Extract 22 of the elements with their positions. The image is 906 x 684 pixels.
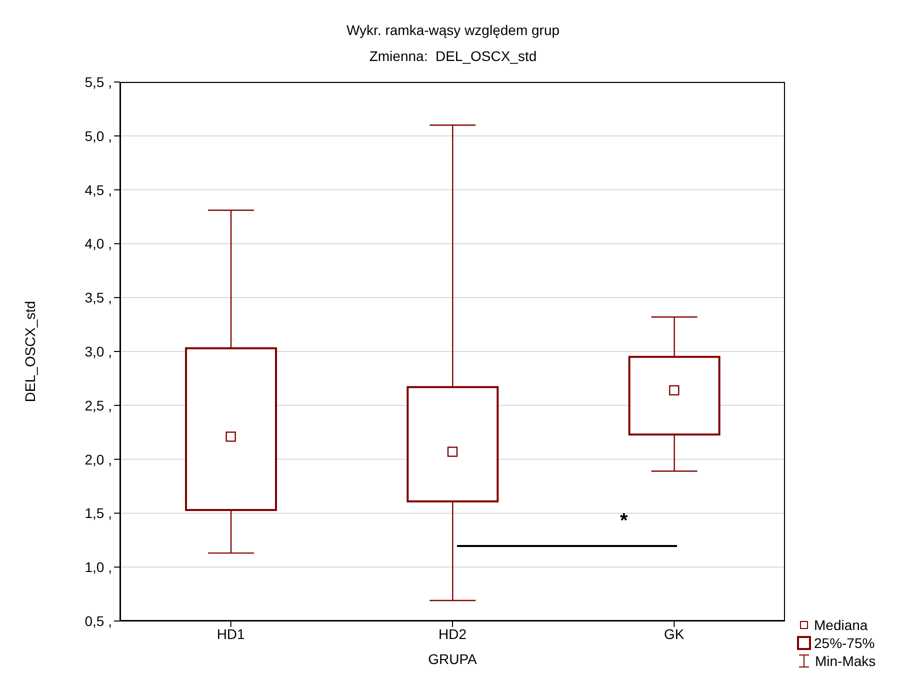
annotation: * xyxy=(620,510,628,533)
y-tick-label: 5,0 , xyxy=(84,128,112,144)
chart-subtitle: Zmienna: DEL_OSCX_std xyxy=(368,48,538,64)
x-axis-title: GRUPA xyxy=(428,651,478,667)
y-tick-label: 1,0 , xyxy=(84,559,112,576)
text: Mediana xyxy=(813,616,869,634)
y-tick-label: 3,0 , xyxy=(84,343,112,360)
y-tick-label: 1,5 , xyxy=(84,505,112,522)
text: 25%-75% xyxy=(813,634,876,652)
y-tick-label: 2,5 , xyxy=(84,397,112,414)
x-tick-label: GK xyxy=(664,626,685,642)
y-tick-label: 4,5 , xyxy=(84,182,112,198)
y-tick-label: 0,5 , xyxy=(84,612,112,629)
y-tick-label: 2,0 , xyxy=(84,451,112,468)
text: Min-Maks xyxy=(814,652,876,670)
y-tick-label: 4,0 , xyxy=(84,236,112,252)
y-axis-title: DEL_OSCX_std xyxy=(22,300,38,402)
x-tick-label: HD1 xyxy=(216,626,246,642)
chart-title: Wykr. ramka-wąsy względem grup xyxy=(345,22,561,38)
y-tick-label: 3,5 , xyxy=(84,290,112,306)
y-tick-label: 5,5 , xyxy=(84,74,112,90)
x-tick-label: HD2 xyxy=(438,626,467,642)
